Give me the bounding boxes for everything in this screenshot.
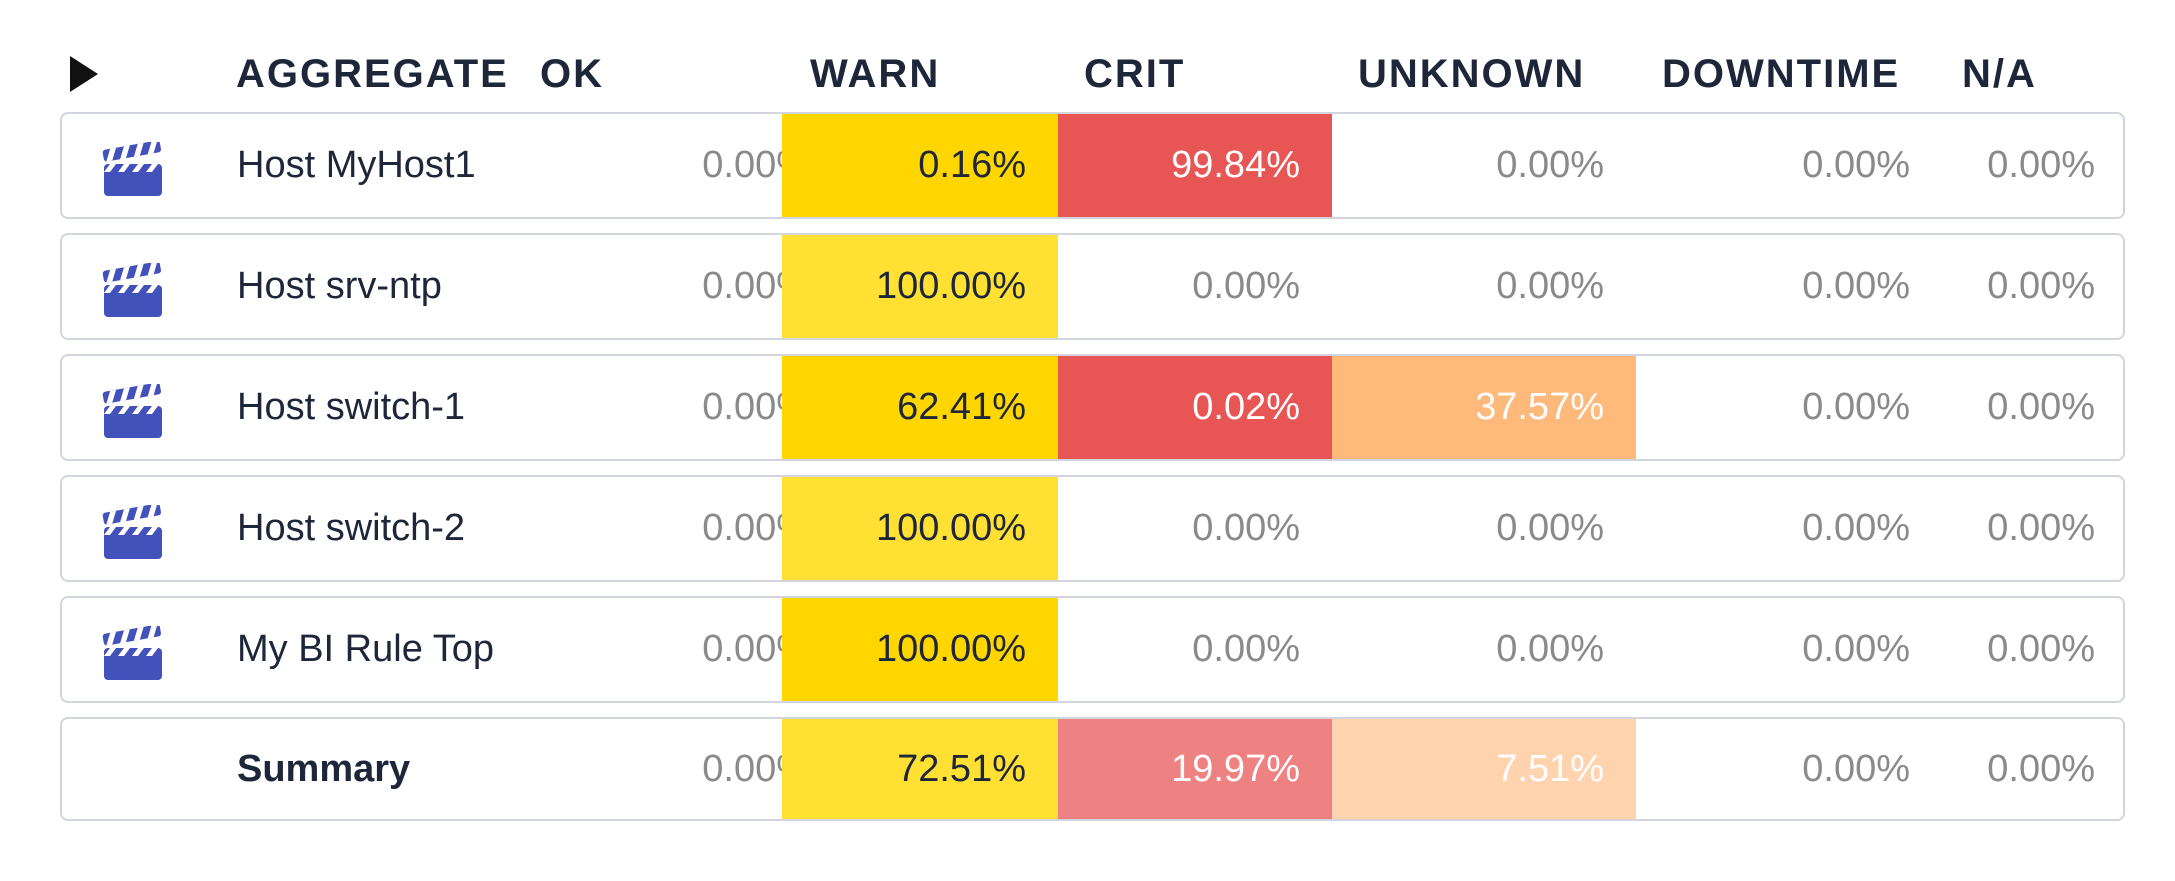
- header-downtime[interactable]: DOWNTIME: [1662, 52, 1901, 96]
- crit-value: 0.00%: [1192, 265, 1300, 307]
- header-aggregate[interactable]: AGGREGATE: [236, 52, 509, 96]
- warn-value: 100.00%: [782, 235, 1058, 338]
- unknown-value: 0.00%: [1496, 265, 1604, 307]
- warn-value: 100.00%: [782, 477, 1058, 580]
- unknown-value: 0.00%: [1496, 144, 1604, 186]
- downtime-value: 0.00%: [1802, 628, 1910, 670]
- downtime-value: 0.00%: [1802, 265, 1910, 307]
- header-warn[interactable]: WARN: [810, 52, 941, 96]
- aggregate-name[interactable]: Host srv-ntp: [237, 265, 442, 307]
- clapperboard-icon[interactable]: [102, 384, 164, 440]
- na-value: 0.00%: [1987, 386, 2095, 428]
- warn-value: 100.00%: [782, 598, 1058, 701]
- aggregate-name[interactable]: Host switch-1: [237, 386, 466, 428]
- table-header: AGGREGATE OK WARN CRIT UNKNOWN DOWNTIME …: [0, 40, 2175, 100]
- header-unknown[interactable]: UNKNOWN: [1358, 52, 1586, 96]
- header-crit[interactable]: CRIT: [1084, 52, 1186, 96]
- aggregate-name[interactable]: Host MyHost1: [237, 144, 476, 186]
- unknown-value: 37.57%: [1332, 356, 1636, 459]
- crit-value: 0.02%: [1058, 356, 1332, 459]
- summary-crit-value: 19.97%: [1058, 719, 1332, 819]
- clapperboard-icon[interactable]: [102, 505, 164, 561]
- summary-row: Summary 0.00% 72.51% 19.97% 7.51% 0.00% …: [60, 717, 2125, 821]
- header-na[interactable]: N/A: [1962, 52, 2037, 96]
- table-row: Host switch-1 0.00% 62.41% 0.02% 37.57% …: [60, 354, 2125, 461]
- table-row: Host srv-ntp 0.00% 100.00% 0.00% 0.00% 0…: [60, 233, 2125, 340]
- summary-unknown-value: 7.51%: [1332, 719, 1636, 819]
- unknown-value: 0.00%: [1496, 507, 1604, 549]
- warn-value: 0.16%: [782, 114, 1058, 217]
- crit-value: 0.00%: [1192, 507, 1300, 549]
- na-value: 0.00%: [1987, 265, 2095, 307]
- na-value: 0.00%: [1987, 144, 2095, 186]
- downtime-value: 0.00%: [1802, 507, 1910, 549]
- summary-label: Summary: [237, 747, 411, 790]
- aggregate-name[interactable]: Host switch-2: [237, 507, 466, 549]
- downtime-value: 0.00%: [1802, 386, 1910, 428]
- aggregate-name[interactable]: My BI Rule Top: [237, 628, 494, 670]
- unknown-value: 0.00%: [1496, 628, 1604, 670]
- warn-value: 62.41%: [782, 356, 1058, 459]
- na-value: 0.00%: [1987, 628, 2095, 670]
- summary-na-value: 0.00%: [1987, 747, 2095, 790]
- expand-toggle-icon[interactable]: [70, 56, 98, 92]
- clapperboard-icon[interactable]: [102, 626, 164, 682]
- table-row: My BI Rule Top 0.00% 100.00% 0.00% 0.00%…: [60, 596, 2125, 703]
- clapperboard-icon[interactable]: [102, 263, 164, 319]
- table-row: Host MyHost1 0.00% 0.16% 99.84% 0.00% 0.…: [60, 112, 2125, 219]
- summary-warn-value: 72.51%: [782, 719, 1058, 819]
- crit-value: 99.84%: [1058, 114, 1332, 217]
- na-value: 0.00%: [1987, 507, 2095, 549]
- clapperboard-icon[interactable]: [102, 142, 164, 198]
- downtime-value: 0.00%: [1802, 144, 1910, 186]
- table-row: Host switch-2 0.00% 100.00% 0.00% 0.00% …: [60, 475, 2125, 582]
- header-ok[interactable]: OK: [540, 52, 604, 96]
- crit-value: 0.00%: [1192, 628, 1300, 670]
- summary-downtime-value: 0.00%: [1802, 747, 1910, 790]
